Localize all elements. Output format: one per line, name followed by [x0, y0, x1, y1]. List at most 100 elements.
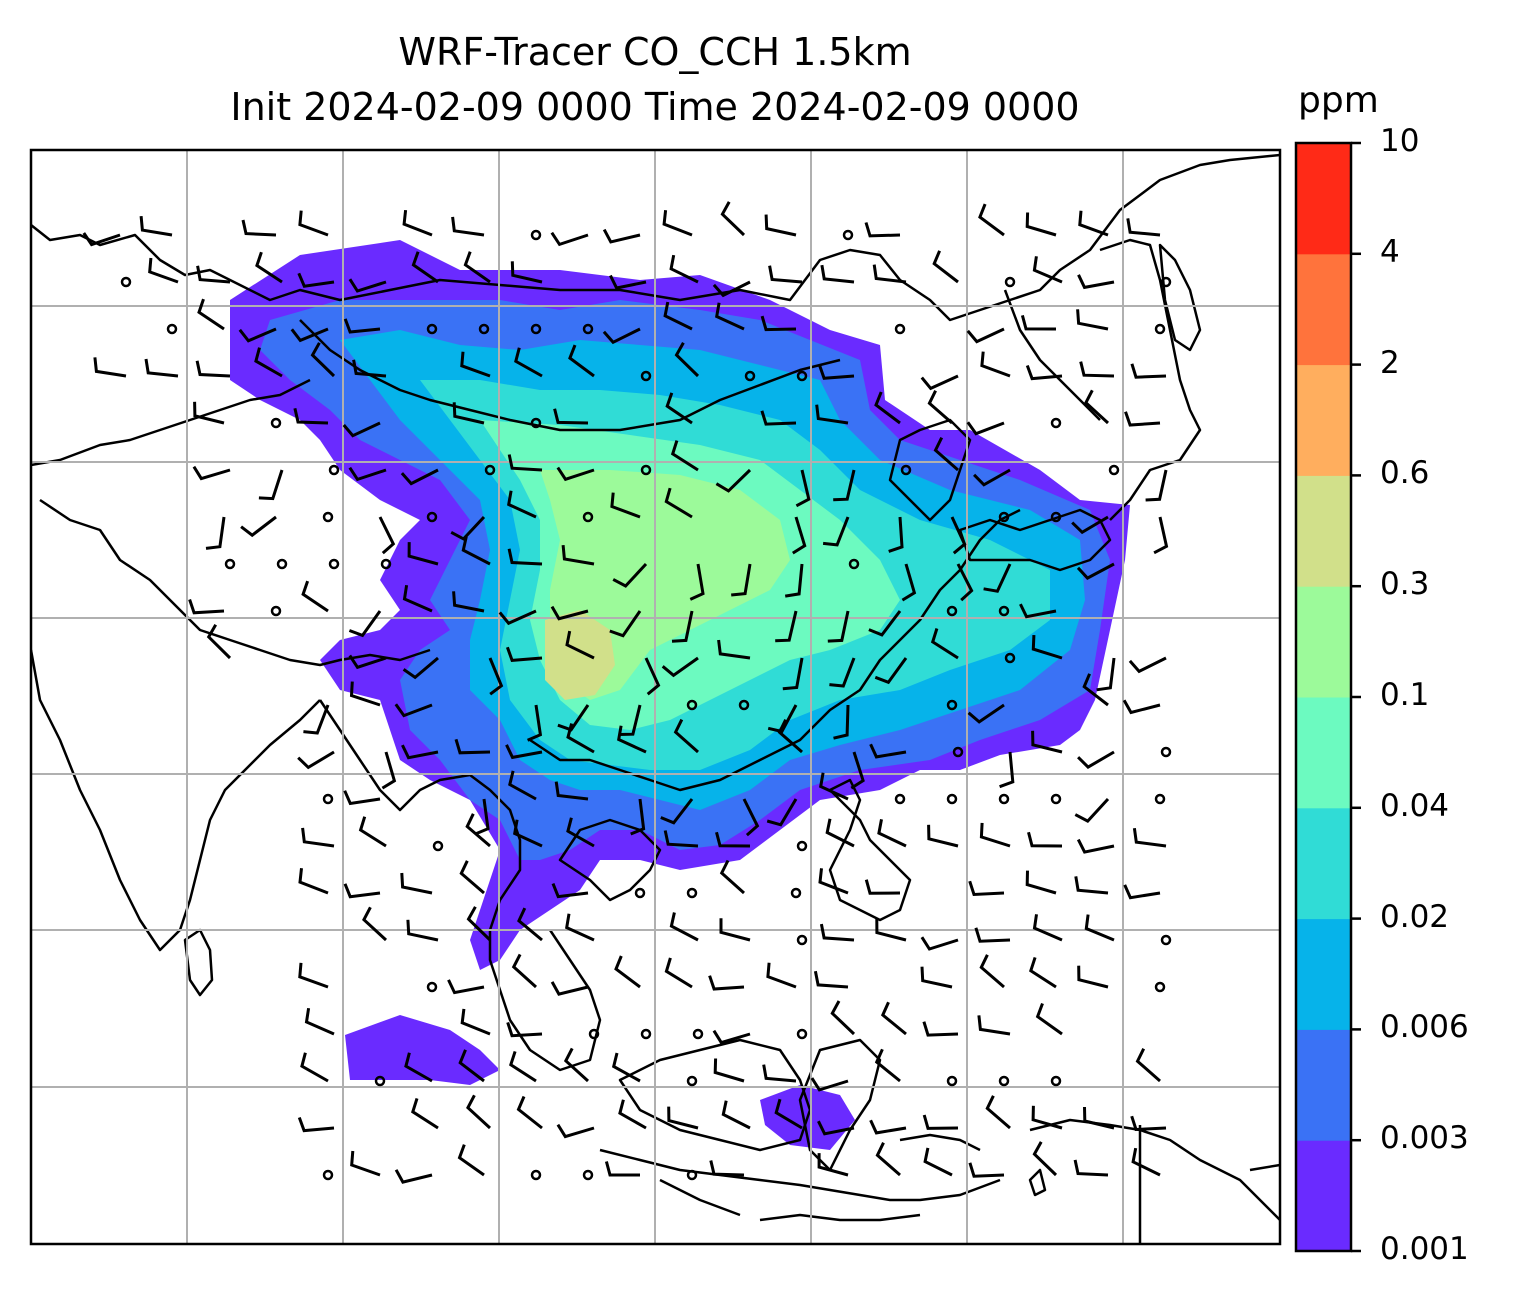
wind-barb-calm — [796, 1028, 808, 1040]
wind-barb — [1076, 309, 1109, 331]
colorbar-segment — [1296, 253, 1351, 366]
wind-barb-calm — [270, 417, 282, 429]
wind-barb — [466, 906, 492, 942]
wind-barb-calm — [634, 887, 646, 899]
wind-barb — [297, 1116, 335, 1133]
wind-barb — [1031, 730, 1063, 754]
wind-barb — [869, 743, 907, 759]
wind-barb-calm — [796, 840, 808, 852]
wind-barb — [967, 703, 1005, 724]
wind-barb-calm — [1160, 746, 1172, 758]
colorbar-segment — [1296, 697, 1351, 809]
wind-barb — [516, 1095, 543, 1130]
wind-barb — [1124, 411, 1161, 427]
wind-barb-calm — [738, 699, 750, 711]
wind-barb — [717, 639, 751, 660]
wind-barb-calm — [946, 1075, 958, 1087]
wind-barb-calm — [426, 981, 438, 993]
wind-barb — [290, 327, 329, 343]
wind-barb-calm — [380, 558, 392, 570]
wind-barb — [350, 1150, 381, 1177]
wind-barb — [1076, 838, 1115, 854]
wind-barb — [923, 1147, 953, 1177]
wind-barb — [922, 1021, 959, 1037]
wind-barb — [1077, 274, 1115, 290]
wind-barb — [568, 344, 595, 378]
wind-barb — [966, 327, 1005, 344]
wind-barb — [611, 1052, 641, 1083]
wind-barb — [973, 468, 1011, 487]
wind-barb — [715, 302, 745, 331]
wind-barb-calm — [790, 887, 802, 899]
wind-barb — [661, 656, 699, 678]
colorbar-tick-label: 0.003 — [1380, 1120, 1469, 1157]
wind-barb — [513, 819, 543, 848]
wind-barb-calm — [1050, 793, 1062, 805]
wind-barb — [1145, 469, 1168, 502]
wind-barb — [818, 364, 855, 380]
wind-barb-calm — [1004, 652, 1016, 664]
wind-barb — [979, 954, 1005, 989]
wind-barb — [782, 657, 804, 691]
wind-barb — [767, 704, 798, 734]
wind-barb — [983, 563, 1012, 593]
wind-barb — [920, 936, 959, 951]
wind-barb-calm — [166, 323, 178, 335]
wind-barb — [609, 274, 647, 290]
wind-barb — [820, 264, 855, 284]
wind-barb — [381, 751, 397, 790]
wind-barb — [1076, 562, 1115, 580]
wind-barb — [342, 421, 381, 438]
wind-barb — [731, 563, 752, 597]
colorbar-segment — [1296, 1029, 1351, 1141]
wind-barb-calm — [374, 1075, 386, 1087]
wind-barb — [999, 751, 1015, 789]
wind-barb-calm — [900, 464, 912, 476]
wind-barb — [827, 610, 850, 643]
wind-barb — [566, 817, 595, 848]
wind-barb — [665, 392, 693, 425]
wind-barb — [872, 264, 907, 284]
wind-barb — [784, 563, 804, 598]
wind-barb — [662, 210, 693, 237]
wind-barb — [461, 536, 491, 566]
wind-barb — [880, 1001, 907, 1036]
wind-barb — [1025, 870, 1057, 895]
wind-barb — [565, 630, 595, 660]
wind-barb — [708, 975, 745, 991]
wind-barb — [238, 327, 277, 343]
wind-barb — [460, 1008, 491, 1036]
wind-barb — [1074, 797, 1110, 823]
wind-barb — [1032, 1141, 1058, 1177]
wind-barb — [850, 751, 865, 790]
wind-barb — [713, 1058, 745, 1083]
wind-barb-calm — [796, 934, 808, 946]
wind-barb — [933, 436, 959, 472]
wind-barb — [1084, 914, 1115, 942]
wind-barb — [1131, 1147, 1161, 1177]
wind-barb — [980, 351, 1011, 378]
wind-barb — [255, 251, 283, 284]
wind-barb — [401, 744, 439, 760]
wind-barb — [1123, 884, 1161, 900]
wind-barb — [459, 860, 485, 895]
wind-barb — [719, 918, 751, 942]
wind-barb — [348, 610, 382, 638]
wind-barb — [506, 1021, 543, 1038]
wind-barb — [766, 798, 798, 827]
wind-barb — [1078, 210, 1109, 237]
wind-barb — [394, 703, 433, 718]
wind-barb — [550, 231, 589, 247]
wind-barb — [1025, 212, 1057, 237]
map-frame — [29, 148, 1282, 1246]
wind-barb — [618, 704, 642, 736]
wind-barb-calm — [426, 323, 438, 335]
wind-barb — [463, 251, 491, 284]
wind-barb — [300, 1052, 329, 1083]
wind-barb-calm — [1050, 417, 1062, 429]
wind-barb — [454, 738, 491, 755]
wind-barb — [709, 1160, 745, 1177]
wind-barb-calm — [796, 370, 808, 382]
wind-barb — [458, 1049, 485, 1083]
wind-barb — [1074, 876, 1109, 895]
